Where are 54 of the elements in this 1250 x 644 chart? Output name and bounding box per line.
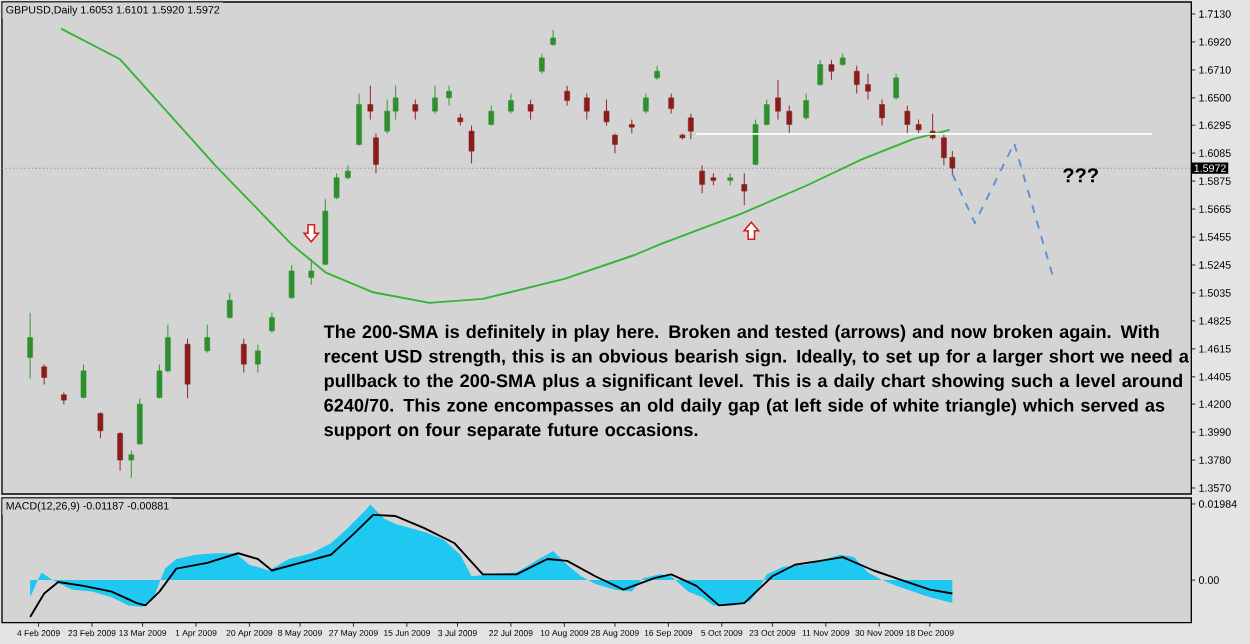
candlestick [117,431,123,472]
candlestick [288,264,295,300]
candlestick [828,59,835,81]
candlestick [432,85,438,115]
candlestick [699,164,705,194]
candlestick [668,93,674,115]
candlestick [128,450,135,479]
candlestick [333,172,340,200]
line-series [951,142,1055,280]
candlestick [255,344,261,374]
candlestick [643,93,649,115]
annotation: The 200-SMA is definitely in play here. Broken and tested (arrows) and now broken again. With recent USD strength, this is an obvious bearish sign. Ideally, to set up for a larger short we need a pullback to the 200-SMA plus a significant level. This is a daily chart showing such a level around 6240/70. This zone encompasses an old daily gap (at left side of white triangle) which served as support on four separate future occasions. [323,324,1189,440]
candlestick [654,65,660,81]
candlestick [893,73,899,101]
candlestick [97,411,104,439]
candlestick [367,85,374,121]
candlestick [308,258,315,286]
annotation: ??? [1063,168,1098,183]
candlestick [865,73,871,101]
candlestick [688,113,694,140]
candlestick [446,85,452,107]
candlestick [80,364,87,399]
candlestick [775,79,781,121]
candlestick [564,85,570,107]
candlestick [412,99,419,121]
candlestick [41,364,47,386]
candlestick [184,338,191,399]
line-series [60,27,951,304]
candlestick [204,324,211,354]
candlestick [539,53,545,75]
candlestick [786,105,793,135]
candlestick [226,292,233,320]
candlestick [373,133,379,174]
candlestick [468,125,475,164]
candlestick [817,59,823,87]
candlestick [61,391,67,405]
candlestick [527,99,534,121]
candlestick [356,93,362,146]
candlestick [603,99,610,127]
candlestick [879,99,885,127]
line-series [29,513,954,618]
candlestick [241,338,247,374]
candlestick [584,93,590,121]
candlestick [904,105,911,135]
candlestick [741,172,748,206]
candlestick [488,105,495,127]
candlestick [269,312,275,334]
candlestick [803,93,809,121]
candlestick [136,397,143,445]
candlestick [550,29,556,47]
candlestick [27,312,33,380]
candlestick [508,93,514,115]
candlestick [763,99,770,127]
candlestick [853,65,860,95]
